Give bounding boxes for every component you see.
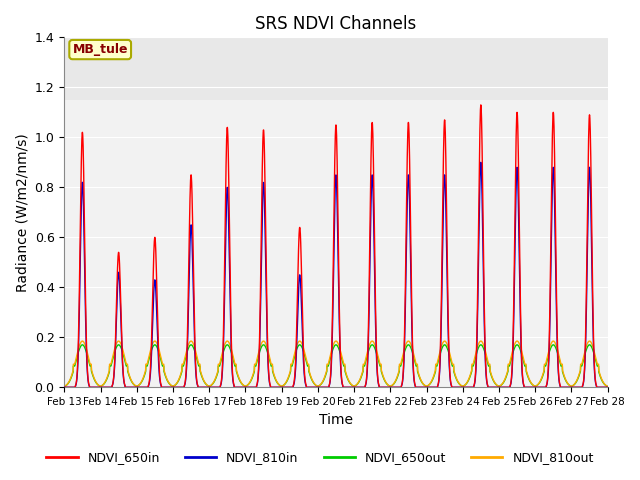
Bar bbox=[64, 100, 607, 387]
Title: SRS NDVI Channels: SRS NDVI Channels bbox=[255, 15, 417, 33]
Y-axis label: Radiance (W/m2/nm/s): Radiance (W/m2/nm/s) bbox=[15, 133, 29, 292]
Legend: NDVI_650in, NDVI_810in, NDVI_650out, NDVI_810out: NDVI_650in, NDVI_810in, NDVI_650out, NDV… bbox=[41, 446, 599, 469]
Text: MB_tule: MB_tule bbox=[72, 43, 128, 56]
X-axis label: Time: Time bbox=[319, 413, 353, 427]
